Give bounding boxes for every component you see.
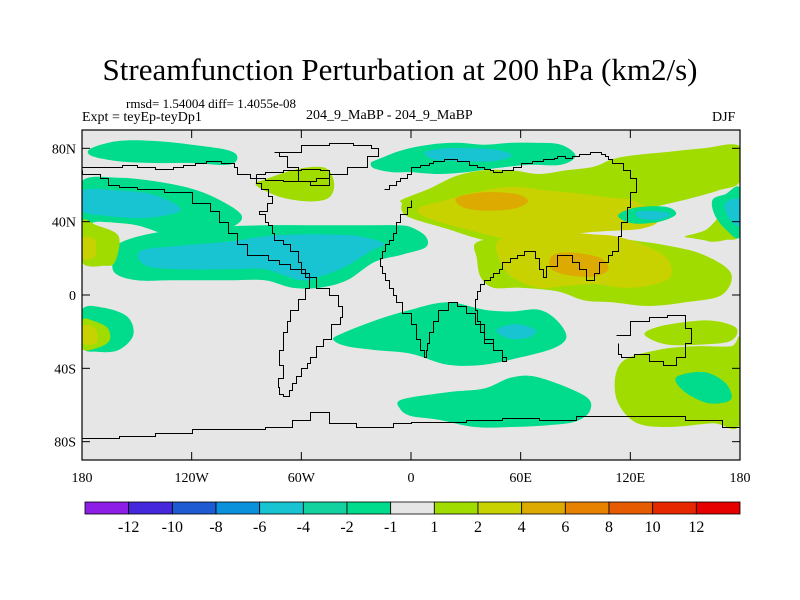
x-tick-label: 180: [730, 471, 751, 486]
contour-region: [675, 371, 732, 404]
colorbar-label: -2: [340, 519, 353, 536]
colorbar-label: -4: [297, 519, 310, 536]
colorbar-label: 2: [474, 519, 482, 536]
contour-region: [82, 324, 98, 345]
colorbar-label: 10: [645, 519, 661, 536]
contour-region: [548, 252, 609, 278]
contour-region: [332, 302, 567, 366]
colorbar-swatch: [302, 501, 348, 515]
colorbar-swatch: [259, 501, 304, 515]
contour-region: [87, 140, 238, 166]
center-label: 204_9_MaBP - 204_9_MaBP: [306, 108, 473, 123]
colorbar-swatch: [390, 501, 435, 515]
colorbar-label: -12: [118, 519, 139, 536]
x-tick-label: 0: [408, 471, 415, 486]
chart-title: Streamfunction Perturbation at 200 hPa (…: [102, 52, 698, 87]
contour-region: [137, 234, 384, 281]
contour-region: [424, 147, 512, 162]
colorbar: -12 -10 -8 -6 -4 -2 -1 1 2 4 6 8 10 12: [84, 501, 741, 536]
y-tick-label: 80N: [52, 142, 76, 157]
colorbar-label: -1: [384, 519, 397, 536]
colorbar-label: 4: [518, 519, 526, 536]
colorbar-swatch: [84, 501, 130, 515]
colorbar-swatch: [564, 501, 610, 515]
colorbar-label: 6: [561, 519, 569, 536]
x-tick-label: 60W: [288, 471, 316, 486]
colorbar-label: -6: [253, 519, 266, 536]
colorbar-swatch: [433, 501, 479, 515]
colorbar-swatch: [346, 501, 392, 515]
colorbar-label: -8: [209, 519, 222, 536]
colorbar-label: 1: [430, 519, 438, 536]
y-tick-label: 40N: [52, 216, 76, 231]
coastline: [274, 143, 379, 186]
colorbar-label: 12: [688, 519, 704, 536]
coastline: [82, 161, 343, 397]
coastline: [380, 152, 637, 362]
colorbar-swatch: [521, 501, 566, 515]
contour-region: [255, 166, 335, 202]
axis-ticks: 180 120W 60W 0 60E 120E 180 80N 40N 0 40S 80S: [52, 130, 751, 486]
coastline: [616, 315, 692, 366]
colorbar-swatch: [171, 501, 217, 515]
colorbar-swatch: [215, 501, 261, 515]
y-tick-label: 0: [69, 289, 76, 304]
colorbar-label: -10: [162, 519, 183, 536]
colorbar-swatch: [128, 501, 173, 515]
colorbar-swatch: [608, 501, 654, 515]
plot-area: [81, 129, 741, 461]
season-label: DJF: [712, 110, 736, 125]
contour-region: [724, 198, 740, 227]
x-tick-label: 60E: [509, 471, 532, 486]
experiment-label: Expt = teyEp-teyDp1: [82, 110, 202, 125]
y-tick-label: 80S: [54, 436, 76, 451]
x-tick-label: 180: [72, 471, 93, 486]
contour-region: [82, 188, 181, 219]
contour-region: [455, 192, 529, 211]
contour-region: [82, 236, 97, 260]
contour-region: [397, 375, 592, 428]
x-tick-label: 120E: [616, 471, 646, 486]
coastline: [256, 169, 330, 182]
colorbar-swatch: [652, 501, 697, 515]
contour-region: [496, 324, 536, 340]
colorbar-label: 8: [605, 519, 613, 536]
colorbar-swatch: [695, 501, 741, 515]
y-tick-label: 40S: [54, 362, 76, 377]
x-tick-label: 120W: [175, 471, 210, 486]
colorbar-swatch: [477, 501, 523, 515]
contour-region: [635, 210, 670, 220]
coastline: [82, 412, 740, 439]
stats-label: rmsd= 1.54004 diff= 1.4055e-08: [126, 96, 297, 111]
